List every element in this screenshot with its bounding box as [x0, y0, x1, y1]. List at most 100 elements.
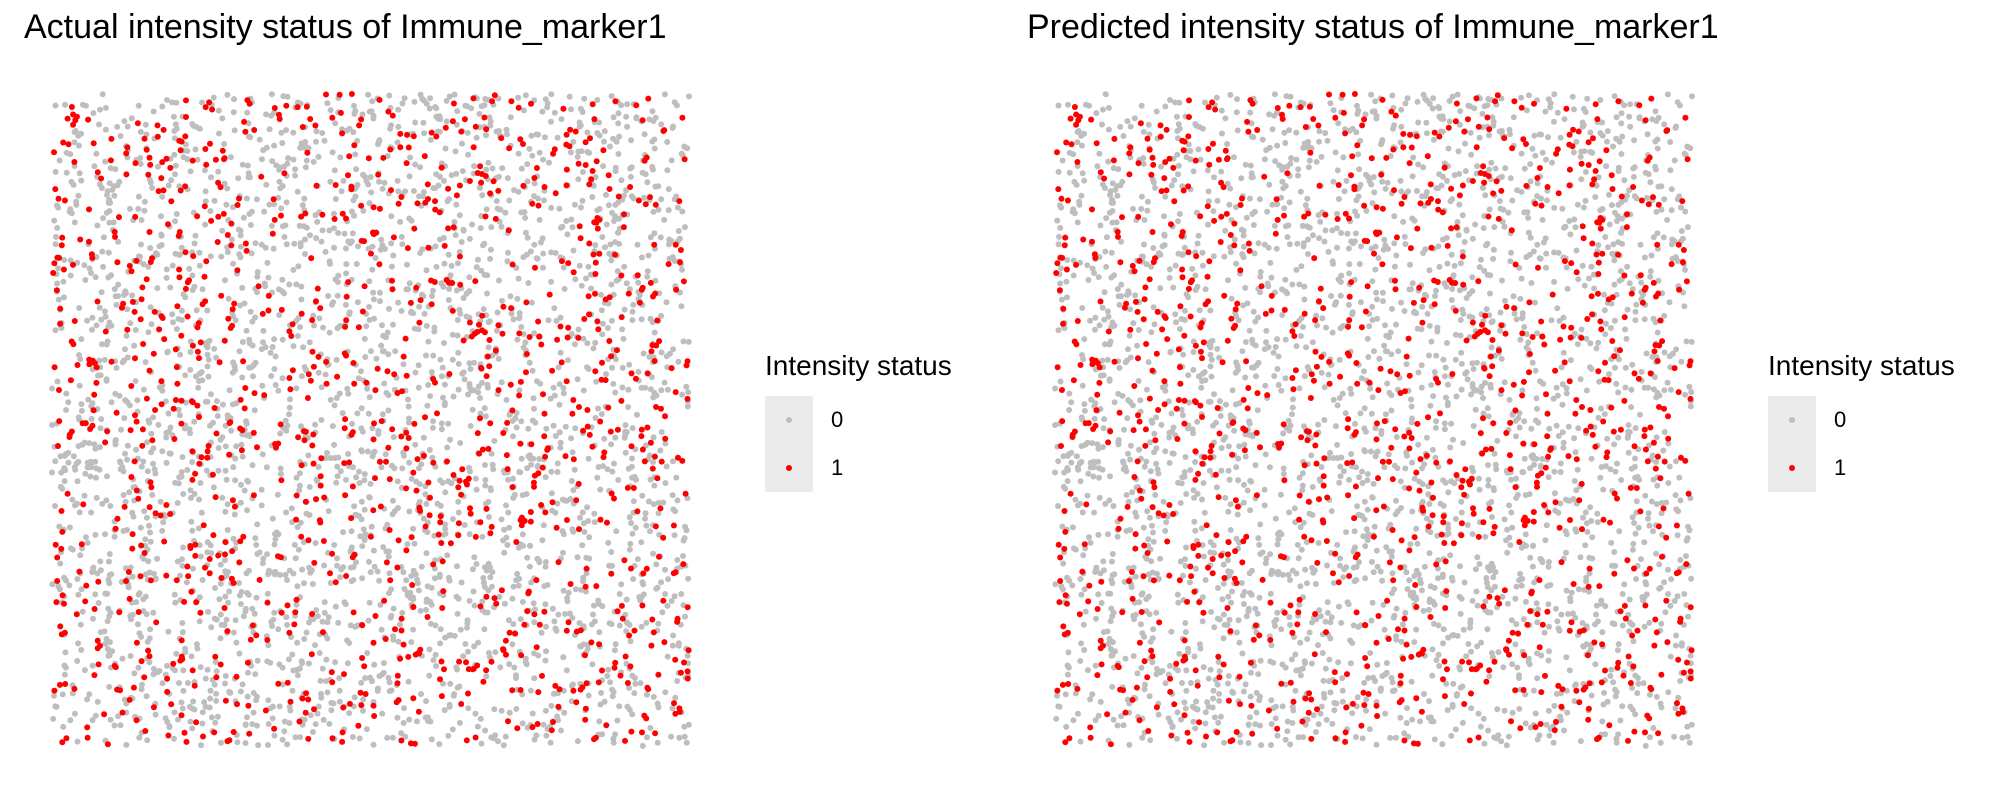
scatter-point-status-0	[377, 246, 384, 253]
scatter-point-status-0	[597, 486, 604, 493]
scatter-point-status-0	[330, 299, 337, 306]
scatter-point-status-1	[182, 133, 189, 140]
scatter-point-status-0	[349, 734, 356, 740]
scatter-point-status-1	[482, 173, 489, 179]
scatter-point-status-0	[1475, 475, 1482, 482]
scatter-point-status-1	[189, 667, 196, 674]
scatter-point-status-0	[317, 677, 324, 684]
scatter-point-status-1	[287, 698, 294, 705]
scatter-point-status-0	[252, 314, 259, 321]
scatter-point-status-0	[1096, 494, 1103, 501]
scatter-point-status-1	[450, 100, 457, 107]
scatter-point-status-0	[658, 196, 665, 203]
scatter-point-status-0	[431, 324, 438, 331]
scatter-point-status-0	[519, 598, 526, 605]
scatter-point-status-0	[150, 414, 157, 421]
scatter-point-status-1	[350, 360, 357, 366]
scatter-point-status-1	[677, 669, 684, 676]
scatter-point-status-1	[64, 115, 71, 122]
scatter-point-status-0	[452, 148, 459, 155]
scatter-point-status-1	[133, 717, 140, 724]
scatter-point-status-1	[139, 284, 146, 291]
scatter-point-status-1	[126, 595, 133, 602]
scatter-point-status-0	[218, 621, 225, 628]
scatter-point-status-0	[282, 571, 289, 578]
scatter-point-status-1	[59, 528, 66, 535]
scatter-point-status-1	[430, 459, 437, 466]
scatter-point-status-1	[394, 564, 401, 571]
scatter-point-status-1	[147, 577, 154, 584]
scatter-point-status-0	[363, 726, 370, 733]
scatter-point-status-0	[49, 469, 55, 476]
scatter-point-status-0	[520, 107, 527, 114]
scatter-point-status-0	[1155, 711, 1162, 718]
scatter-point-status-0	[154, 285, 161, 292]
scatter-point-status-1	[612, 659, 619, 666]
scatter-point-status-1	[220, 210, 227, 217]
scatter-point-status-0	[1418, 587, 1425, 594]
scatter-point-status-0	[359, 575, 366, 582]
scatter-point-status-0	[1222, 227, 1229, 234]
scatter-point-status-1	[520, 141, 526, 147]
scatter-point-status-0	[87, 464, 94, 471]
scatter-point-status-1	[545, 445, 551, 452]
scatter-point-status-0	[451, 219, 458, 225]
scatter-point-status-0	[629, 425, 636, 432]
chart-title: Predicted intensity status of Immune_mar…	[1027, 8, 1719, 46]
scatter-point-status-0	[1521, 165, 1528, 172]
scatter-point-status-1	[431, 279, 438, 285]
scatter-point-status-0	[388, 462, 395, 469]
scatter-point-status-0	[483, 206, 490, 213]
scatter-point-status-0	[365, 91, 372, 98]
scatter-point-status-1	[589, 101, 596, 108]
scatter-point-status-0	[1242, 339, 1249, 345]
scatter-point-status-0	[150, 570, 157, 577]
scatter-point-status-0	[416, 498, 423, 505]
scatter-point-status-0	[411, 98, 418, 105]
scatter-point-status-0	[292, 555, 299, 562]
scatter-point-status-0	[1186, 399, 1192, 406]
scatter-point-status-0	[1148, 263, 1155, 270]
scatter-point-status-0	[516, 315, 523, 322]
scatter-point-status-1	[403, 445, 410, 452]
scatter-point-status-0	[271, 142, 278, 149]
scatter-point-status-0	[138, 633, 145, 640]
scatter-point-status-1	[508, 98, 515, 105]
scatter-point-status-1	[592, 368, 599, 375]
scatter-point-status-1	[271, 725, 278, 732]
scatter-point-status-1	[449, 118, 456, 125]
legend-title: Intensity status	[765, 350, 952, 381]
scatter-point-status-0	[385, 553, 392, 560]
scatter-point-status-0	[306, 619, 312, 626]
scatter-point-status-0	[481, 626, 488, 633]
scatter-point-status-1	[361, 663, 368, 670]
scatter-point-status-0	[353, 511, 360, 518]
scatter-point-status-1	[241, 118, 248, 125]
scatter-point-status-0	[366, 599, 373, 606]
scatter-point-status-1	[133, 257, 140, 264]
scatter-point-status-1	[498, 135, 505, 142]
scatter-point-status-0	[1482, 192, 1489, 199]
scatter-point-status-0	[305, 660, 312, 667]
scatter-point-status-0	[560, 587, 567, 594]
scatter-point-status-0	[608, 549, 615, 555]
scatter-point-status-0	[416, 303, 423, 310]
scatter-point-status-0	[1077, 738, 1084, 745]
scatter-point-status-0	[653, 585, 660, 592]
scatter-point-status-0	[96, 357, 103, 364]
scatter-point-status-0	[1058, 265, 1065, 272]
scatter-point-status-0	[279, 375, 286, 382]
scatter-point-status-1	[367, 533, 374, 540]
scatter-point-status-1	[499, 330, 506, 337]
scatter-point-status-0	[77, 552, 84, 559]
scatter-point-status-0	[641, 131, 648, 138]
scatter-point-status-0	[1309, 619, 1315, 626]
scatter-point-status-0	[577, 204, 584, 211]
scatter-point-status-1	[271, 216, 278, 223]
scatter-point-status-0	[219, 115, 226, 122]
scatter-point-status-1	[608, 353, 615, 360]
scatter-point-status-0	[1372, 98, 1379, 105]
scatter-point-status-0	[541, 583, 548, 590]
scatter-point-status-1	[652, 523, 659, 530]
scatter-point-status-0	[442, 525, 449, 532]
